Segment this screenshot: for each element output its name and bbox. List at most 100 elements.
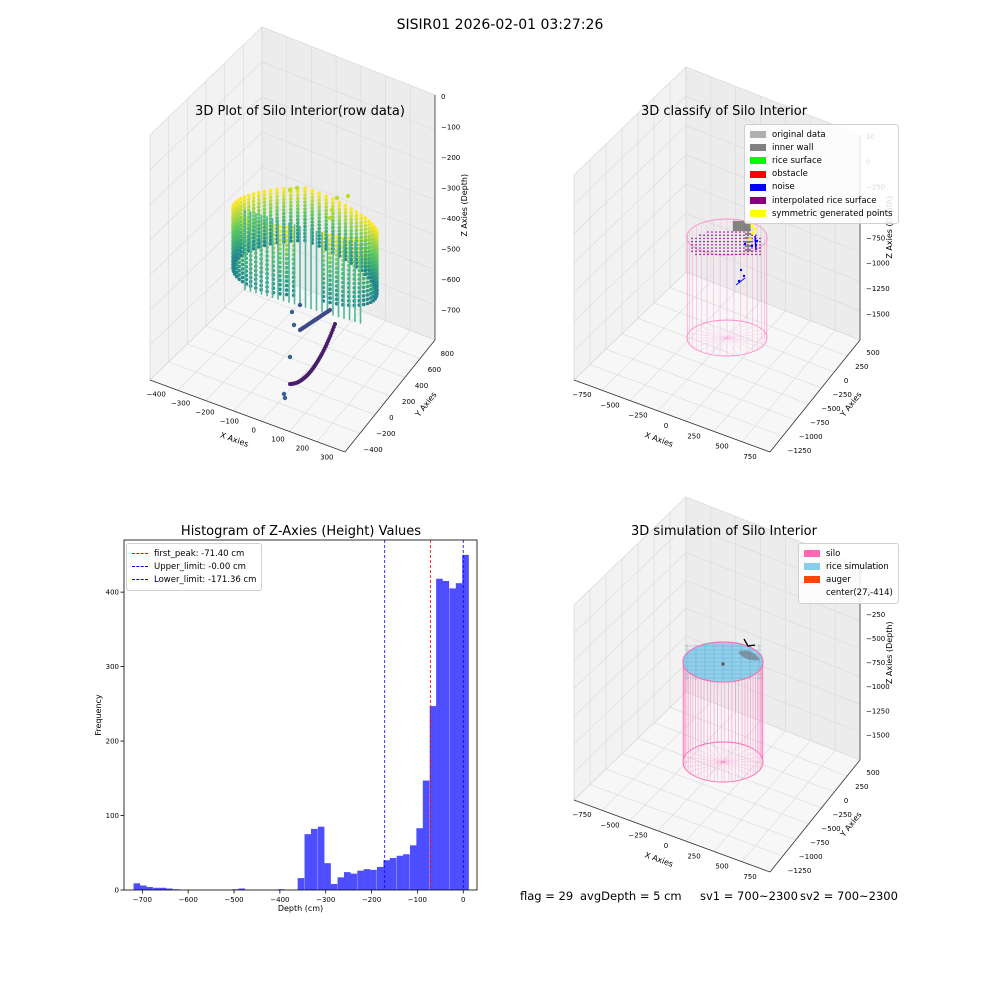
histogram-bar: [343, 872, 351, 890]
histogram-bar: [159, 887, 167, 890]
interpolated-point: [759, 250, 761, 252]
inner-wall-point: [739, 224, 742, 228]
legend-label: symmetric generated points: [772, 208, 893, 219]
interpolated-point: [699, 244, 701, 246]
raw-point: [328, 256, 332, 260]
silo-wire: [726, 337, 762, 348]
raw-point: [282, 215, 286, 219]
interpolated-point: [695, 237, 697, 240]
raw-point: [371, 298, 376, 303]
raw-point: [284, 261, 289, 266]
histogram-legend: first_peak: -71.40 cm Upper_limit: -0.00…: [126, 543, 263, 591]
raw-point: [239, 204, 243, 209]
noise-point: [742, 274, 746, 278]
raw-point: [324, 205, 329, 209]
interpolated-point: [755, 250, 757, 252]
raw-point: [282, 395, 288, 401]
interpolated-point: [727, 244, 729, 246]
grid-line: [573, 608, 861, 717]
silo-wire: [722, 761, 758, 773]
interpolated-point: [759, 253, 761, 256]
raw-point: [268, 220, 273, 225]
raw-point: [310, 192, 315, 196]
raw-point: [257, 245, 261, 249]
raw-point: [370, 279, 374, 284]
legend-label: interpolated rice surface: [772, 195, 877, 206]
raw-point: [251, 210, 256, 215]
interpolated-point: [735, 244, 737, 246]
raw-point: [363, 250, 368, 254]
interpolated-point: [727, 253, 729, 256]
raw-point: [236, 252, 240, 256]
inner-wall-point: [741, 226, 745, 230]
interpolated-point: [739, 250, 741, 252]
grid-line: [601, 701, 712, 811]
x-tick-label: −250: [628, 412, 647, 420]
raw-point: [334, 302, 339, 306]
silo-wire: [722, 761, 752, 777]
interpolated-point: [691, 250, 693, 252]
raw-point: [361, 281, 366, 285]
x-tick-label: −400: [270, 896, 289, 904]
y-tick-label: 500: [866, 769, 879, 777]
raw-point: [370, 249, 374, 253]
y-tick-label: −1000: [799, 853, 823, 861]
raw-point: [296, 210, 300, 215]
interpolated-point: [707, 244, 709, 246]
grid-line: [149, 26, 436, 136]
raw-point: [284, 243, 289, 248]
histogram-bar: [449, 588, 456, 890]
raw-point: [331, 225, 335, 230]
status-sv2: sv2 = 700~2300: [800, 889, 898, 903]
histogram-bar: [166, 888, 173, 890]
raw-point: [359, 220, 364, 225]
interpolated-point: [739, 231, 741, 233]
raw-point: [367, 276, 371, 280]
grid-line: [573, 580, 861, 689]
raw-point: [239, 249, 243, 254]
x-tick-label: 250: [687, 432, 700, 440]
raw-point: [343, 221, 348, 226]
interpolated-point: [723, 250, 725, 252]
interpolated-point: [715, 247, 717, 249]
silo-wire: [726, 325, 756, 339]
legend-swatch: [750, 210, 766, 218]
raw-point: [369, 300, 373, 305]
raw-point: [296, 224, 300, 229]
raw-point: [296, 193, 300, 197]
raw-point: [296, 217, 300, 222]
raw-point: [251, 221, 256, 225]
silo-wire: [726, 333, 766, 339]
legend-entry-inner-wall: inner wall: [750, 141, 893, 154]
raw-point: [365, 280, 370, 285]
raw-point: [247, 193, 251, 198]
y-axis-line: [344, 339, 436, 453]
raw-point: [296, 207, 300, 211]
y-tick-label: 200: [402, 398, 415, 406]
raw-point: [251, 192, 256, 196]
raw-point: [365, 289, 370, 293]
raw-point: [331, 204, 335, 209]
interpolated-point: [695, 240, 697, 243]
raw-point: [296, 189, 300, 194]
raw-point: [236, 256, 240, 260]
interpolated-point: [703, 253, 705, 256]
silo-rim-top: [686, 218, 768, 256]
interpolated-point: [711, 250, 713, 252]
raw-point: [337, 200, 342, 205]
raw-point: [370, 264, 374, 268]
raw-point: [324, 201, 329, 206]
grid-line: [601, 281, 712, 391]
x-tick-label: −300: [171, 400, 190, 408]
raw-point: [278, 260, 282, 265]
silo-wire: [712, 761, 724, 782]
raw-point: [284, 274, 289, 279]
raw-point: [240, 271, 245, 275]
raw-point: [268, 227, 273, 232]
x-axis-label: X Axies: [643, 850, 674, 869]
raw-point: [284, 288, 289, 292]
y-tick-label: −250: [833, 391, 852, 399]
raw-point: [328, 296, 332, 300]
legend-entry-center: center(27,-414): [804, 587, 893, 600]
raw-point: [268, 192, 273, 196]
